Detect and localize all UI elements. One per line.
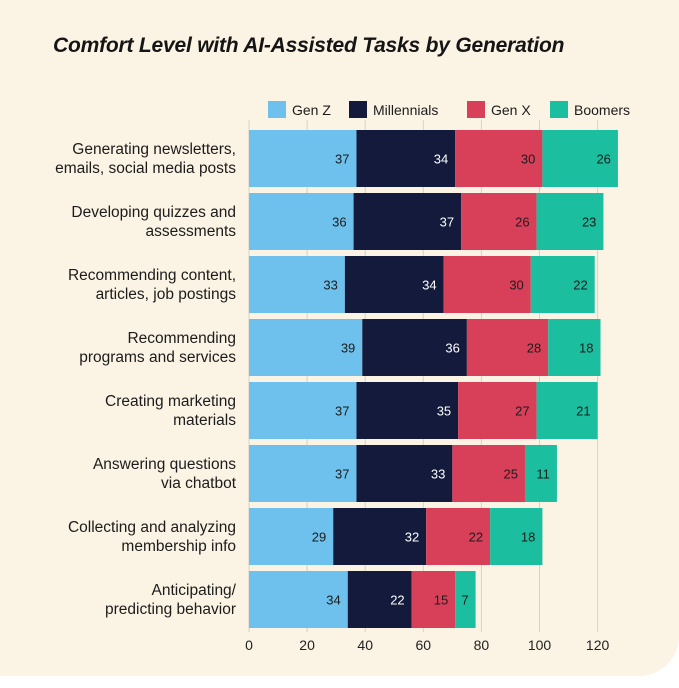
bar-segment-gen-z	[249, 319, 363, 376]
category-label: predicting behavior	[105, 601, 236, 618]
bar-segment-millennials	[333, 508, 427, 565]
bar-segment-millennials	[347, 571, 412, 628]
legend-label-millennials: Millennials	[373, 102, 438, 118]
category-label: Answering questions	[93, 456, 236, 473]
legend-swatch-gen-z	[268, 101, 286, 118]
data-label-gen-z: 36	[332, 215, 346, 230]
data-label-millennials: 36	[445, 341, 459, 356]
bar-segment-millennials	[344, 256, 444, 313]
category-label: Recommending	[127, 330, 236, 347]
data-label-gen-x: 22	[469, 530, 483, 545]
bar-segment-gen-z	[249, 445, 357, 502]
bar-segment-gen-z	[249, 382, 357, 439]
bar-segment-millennials	[353, 193, 462, 250]
data-label-boomers: 7	[461, 593, 468, 608]
legend-label-gen-z: Gen Z	[292, 102, 331, 118]
data-label-boomers: 18	[579, 341, 593, 356]
category-label: Collecting and analyzing	[68, 519, 236, 536]
data-label-millennials: 34	[422, 278, 436, 293]
bar-segment-boomers	[455, 571, 476, 628]
category-label: materials	[173, 412, 236, 429]
data-label-gen-z: 29	[312, 530, 326, 545]
legend-swatch-boomers	[550, 101, 568, 118]
bar-segment-millennials	[362, 319, 467, 376]
bar-segment-gen-x	[443, 256, 531, 313]
bar-segment-gen-x	[466, 319, 549, 376]
chart-title: Comfort Level with AI-Assisted Tasks by …	[53, 34, 565, 57]
data-label-boomers: 26	[596, 152, 610, 167]
data-label-boomers: 22	[573, 278, 587, 293]
bar-segment-millennials	[356, 382, 459, 439]
category-label: programs and services	[79, 349, 236, 366]
x-tick-label: 0	[245, 637, 253, 653]
bar-segment-millennials	[356, 445, 453, 502]
bar-segment-gen-x	[455, 130, 543, 187]
data-label-gen-z: 37	[335, 404, 349, 419]
bar-segment-boomers	[524, 445, 557, 502]
x-tick-label: 100	[528, 637, 552, 653]
data-label-millennials: 32	[405, 530, 419, 545]
legend-label-boomers: Boomers	[574, 102, 630, 118]
category-label: emails, social media posts	[55, 160, 236, 177]
data-label-gen-z: 33	[323, 278, 337, 293]
legend-swatch-gen-x	[467, 101, 485, 118]
data-label-gen-x: 28	[527, 341, 541, 356]
data-label-millennials: 33	[431, 467, 445, 482]
data-label-gen-z: 37	[335, 467, 349, 482]
data-label-gen-z: 39	[341, 341, 355, 356]
data-label-gen-x: 25	[504, 467, 518, 482]
data-label-boomers: 11	[536, 467, 550, 482]
category-label: Anticipating/	[152, 582, 237, 599]
bar-segment-gen-x	[411, 571, 456, 628]
bar-segment-gen-x	[426, 508, 491, 565]
category-label: membership info	[121, 538, 236, 555]
bar-segment-boomers	[548, 319, 601, 376]
x-tick-label: 80	[474, 637, 490, 653]
data-label-gen-z: 34	[326, 593, 340, 608]
bar-segment-gen-x	[461, 193, 537, 250]
data-label-boomers: 23	[582, 215, 596, 230]
x-tick-label: 120	[586, 637, 610, 653]
bar-segment-boomers	[536, 193, 604, 250]
x-tick-label: 20	[299, 637, 315, 653]
legend-swatch-millennials	[349, 101, 367, 118]
bar-segment-millennials	[356, 130, 456, 187]
bar-segment-gen-x	[458, 382, 537, 439]
category-label: assessments	[146, 223, 237, 240]
x-tick-label: 40	[357, 637, 373, 653]
bar-segment-gen-z	[249, 256, 345, 313]
category-label: articles, job postings	[96, 286, 237, 303]
bar-segment-boomers	[542, 130, 618, 187]
category-label: Developing quizzes and	[71, 204, 236, 221]
bar-segment-gen-x	[452, 445, 525, 502]
bar-segment-boomers	[530, 256, 595, 313]
legend-label-gen-x: Gen X	[491, 102, 531, 118]
data-label-boomers: 21	[576, 404, 590, 419]
category-label: via chatbot	[161, 475, 237, 492]
data-label-gen-x: 30	[521, 152, 535, 167]
data-label-millennials: 34	[434, 152, 448, 167]
data-label-gen-z: 37	[335, 152, 349, 167]
x-tick-label: 60	[416, 637, 432, 653]
data-label-millennials: 37	[440, 215, 454, 230]
data-label-millennials: 22	[390, 593, 404, 608]
category-label: Recommending content,	[68, 267, 236, 284]
data-label-gen-x: 15	[434, 593, 448, 608]
data-label-gen-x: 27	[515, 404, 529, 419]
bar-segment-gen-z	[249, 193, 354, 250]
bar-segment-gen-z	[249, 508, 334, 565]
bar-segment-boomers	[490, 508, 543, 565]
bar-segment-boomers	[536, 382, 598, 439]
bar-segment-gen-z	[249, 130, 357, 187]
category-label: Generating newsletters,	[72, 141, 236, 158]
data-label-gen-x: 30	[509, 278, 523, 293]
bar-segment-gen-z	[249, 571, 348, 628]
category-label: Creating marketing	[105, 393, 236, 410]
data-label-boomers: 18	[521, 530, 535, 545]
data-label-millennials: 35	[437, 404, 451, 419]
data-label-gen-x: 26	[515, 215, 529, 230]
